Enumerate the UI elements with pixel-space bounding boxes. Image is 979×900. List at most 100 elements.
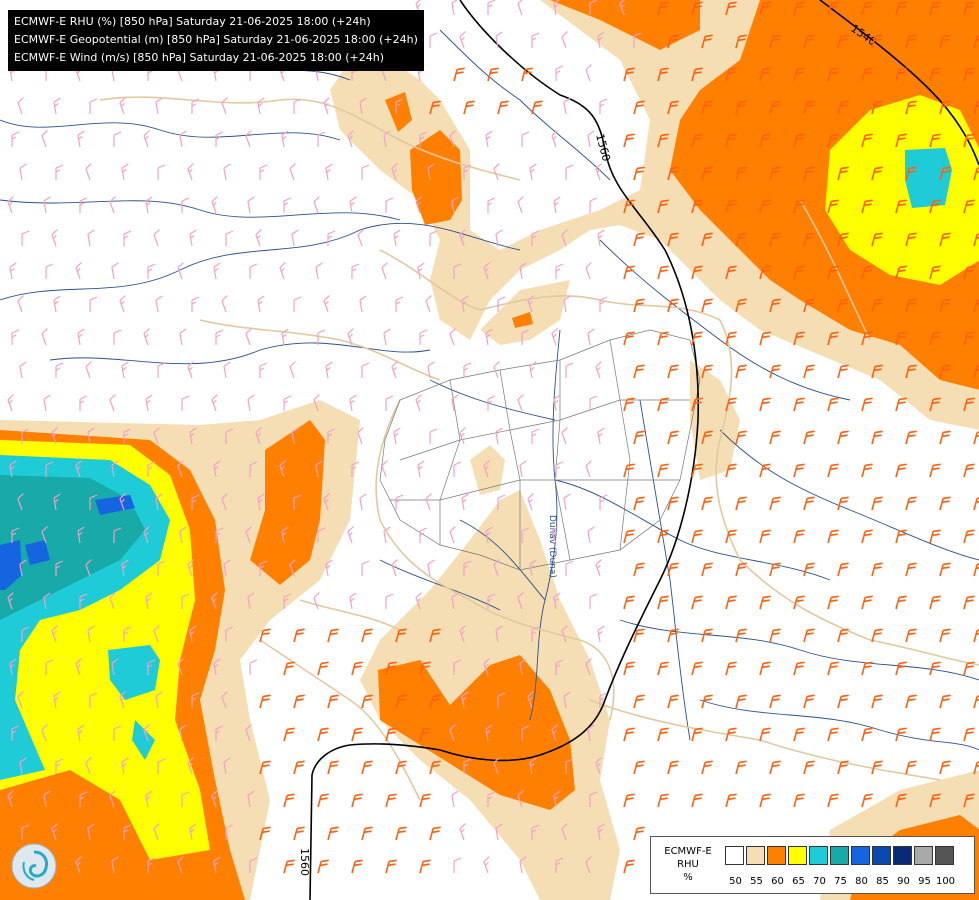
wind-barb — [323, 295, 330, 313]
wind-barb — [963, 793, 975, 808]
wind-barb — [257, 295, 265, 313]
wind-barb — [317, 793, 329, 808]
wind-barb — [451, 592, 459, 610]
wind-barb — [179, 526, 187, 544]
wind-barb — [657, 595, 669, 610]
wind-barb — [487, 791, 496, 807]
wind-barb — [725, 67, 737, 82]
wind-barb — [725, 1, 737, 16]
wind-barb — [283, 661, 295, 676]
wind-barb — [41, 724, 48, 742]
wind-barb — [657, 265, 669, 280]
wind-barb — [361, 560, 370, 576]
wind-barb — [905, 166, 917, 181]
wind-barb — [793, 1, 805, 16]
wind-barb — [395, 494, 404, 510]
wind-barb — [361, 760, 373, 775]
wind-barb — [725, 397, 737, 412]
wind-barb — [487, 0, 496, 15]
wind-barb — [691, 727, 703, 742]
wind-barb — [449, 526, 456, 544]
wind-barb — [17, 691, 24, 709]
wind-barb — [701, 694, 713, 709]
wind-barb — [357, 427, 364, 445]
wind-barb — [85, 163, 92, 181]
wind-barb — [153, 823, 160, 841]
wind-barb — [247, 394, 255, 412]
wind-barb — [963, 463, 975, 478]
wind-barb — [701, 166, 713, 181]
wind-barb — [19, 361, 27, 379]
wind-barb — [497, 296, 506, 312]
wind-barb — [111, 460, 119, 478]
wind-barb — [451, 790, 459, 808]
wind-barb — [283, 395, 292, 411]
wind-barb — [973, 232, 979, 247]
wind-barb — [347, 130, 354, 148]
wind-barb — [89, 98, 98, 114]
wind-barb — [145, 592, 153, 610]
legend-swatch — [746, 846, 765, 865]
wind-barb — [75, 658, 82, 676]
wind-barb — [187, 163, 194, 181]
contour-label-1560-lower: 1560 — [298, 848, 311, 876]
wind-barb — [215, 527, 224, 543]
wind-barb — [395, 760, 407, 775]
wind-barb — [667, 628, 679, 643]
wind-barb — [895, 199, 907, 214]
wind-barb — [485, 724, 493, 742]
wind-barb — [317, 131, 326, 147]
wind-barb — [247, 196, 255, 214]
wind-barb — [759, 463, 771, 478]
wind-barb — [361, 164, 370, 180]
wind-barb — [565, 164, 574, 180]
wind-barb — [895, 133, 907, 148]
wind-barb — [973, 34, 979, 49]
wind-barb — [211, 790, 218, 808]
wind-barb — [259, 560, 268, 576]
wind-barb — [973, 628, 979, 643]
wind-barb — [289, 559, 296, 577]
wind-barb — [87, 229, 95, 247]
wind-barb — [143, 328, 150, 346]
wind-barb — [213, 856, 221, 874]
wind-barb — [529, 757, 537, 775]
wind-barb — [595, 163, 602, 181]
wind-barb — [963, 529, 975, 544]
wind-barb — [385, 395, 394, 411]
wind-barb — [701, 232, 713, 247]
wind-barb — [283, 793, 295, 808]
wind-barb — [553, 790, 561, 808]
wind-barb — [895, 397, 907, 412]
wind-barb — [735, 298, 747, 313]
wind-barb — [77, 130, 85, 148]
wind-barb — [281, 526, 289, 544]
wind-barb — [587, 724, 595, 742]
wind-barb — [359, 493, 367, 511]
wind-barb — [177, 658, 184, 676]
wind-barb — [803, 760, 815, 775]
wind-barb — [633, 826, 645, 841]
wind-barb — [483, 856, 490, 874]
wind-barb — [657, 331, 669, 346]
wind-barb — [245, 130, 252, 148]
wind-barb — [249, 461, 258, 477]
wind-barb — [623, 529, 635, 544]
wind-barb — [939, 628, 951, 643]
wind-barb — [895, 793, 907, 808]
wind-barb — [327, 230, 336, 246]
wind-barb — [259, 760, 271, 775]
wind-barb — [963, 133, 975, 148]
wind-barb — [587, 328, 595, 346]
wind-barb — [225, 824, 234, 840]
wind-barb — [109, 790, 116, 808]
wind-barb — [383, 526, 391, 544]
wind-barb — [179, 130, 187, 148]
wind-barb — [293, 98, 302, 114]
legend-label-model: ECMWF-E — [664, 846, 712, 857]
wind-barb — [939, 298, 951, 313]
wind-barb — [861, 1, 873, 16]
wind-barb — [323, 493, 330, 511]
wind-barb — [485, 328, 493, 346]
wind-barb — [153, 625, 160, 643]
